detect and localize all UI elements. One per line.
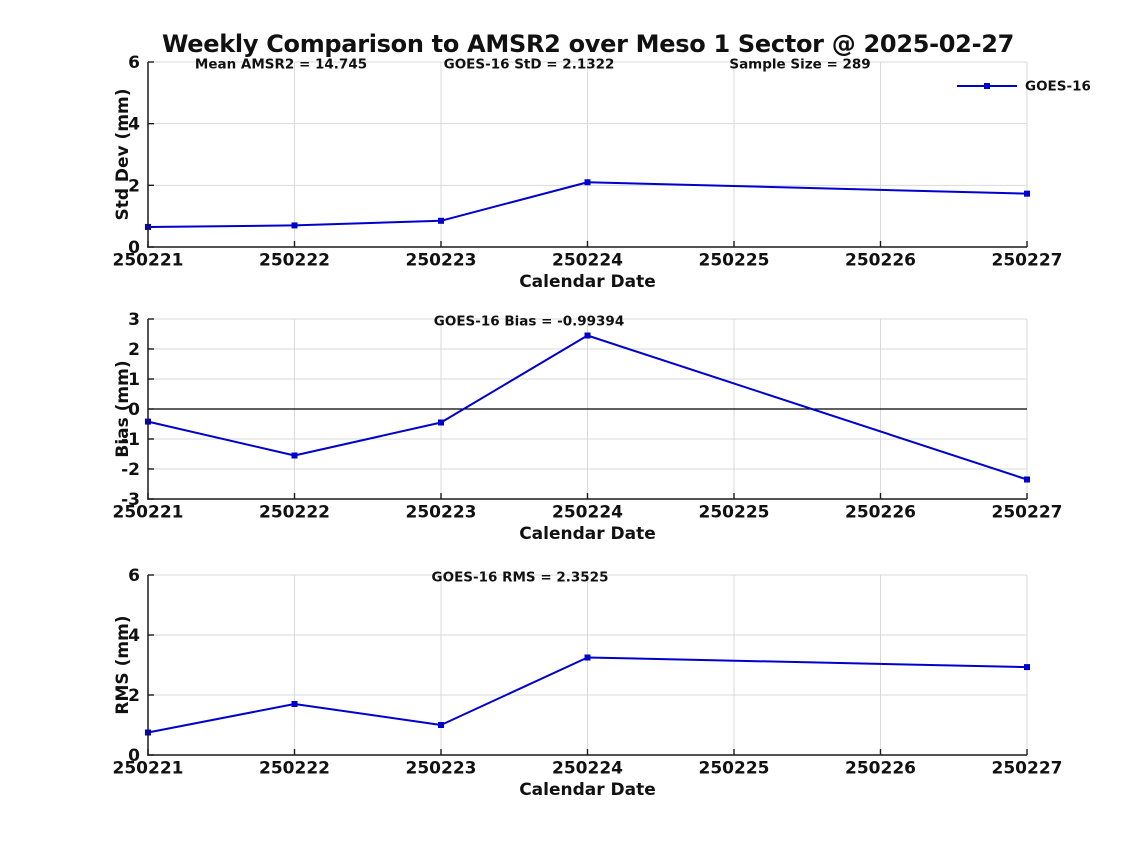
legend-label: GOES-16 [1025,79,1091,95]
y-tick-label: -2 [121,460,140,480]
x-tick-label: 250224 [552,759,623,779]
chart-annotation: Mean AMSR2 = 14.745 [195,57,367,73]
x-tick-label: 250226 [845,251,916,271]
data-marker [584,654,591,661]
data-marker [1024,664,1030,671]
y-axis-label: Std Dev (mm) [113,88,133,220]
chart-annotation: GOES-16 StD = 2.1322 [444,57,615,73]
data-marker [584,179,591,186]
chart-annotation: GOES-16 Bias = -0.99394 [434,314,624,330]
x-tick-label: 250225 [699,503,770,523]
y-tick-label: 0 [128,400,140,420]
data-marker [438,419,444,426]
data-marker [291,452,298,459]
x-tick-label: 250221 [113,251,184,271]
chart-annotation: Sample Size = 289 [729,57,870,73]
chart-annotation: GOES-16 RMS = 2.3525 [432,570,609,586]
x-tick-label: 250225 [699,759,770,779]
y-axis-label: RMS (mm) [113,615,133,714]
data-marker [291,222,298,229]
x-tick-label: 250224 [552,503,623,523]
y-tick-label: 4 [128,115,140,135]
x-tick-label: 250223 [406,251,477,271]
data-marker [291,701,298,707]
x-tick-label: 250227 [992,759,1063,779]
y-tick-label: 2 [128,176,140,196]
x-tick-label: 250226 [845,503,916,523]
x-tick-label: 250222 [259,759,330,779]
y-tick-label: 2 [128,340,140,360]
data-marker [1024,190,1030,197]
y-tick-label: 3 [128,310,140,330]
data-marker [1024,476,1030,483]
x-axis-label: Calendar Date [519,780,656,800]
y-tick-label: 6 [128,566,140,586]
y-tick-label: 2 [128,686,140,706]
x-tick-label: 250221 [113,759,184,779]
x-tick-label: 250227 [992,251,1063,271]
x-axis-label: Calendar Date [519,272,656,292]
legend-marker-sample [984,83,990,89]
data-marker [584,332,591,339]
x-tick-label: 250222 [259,503,330,523]
y-tick-label: 0 [128,238,140,258]
y-tick-label: 0 [128,746,140,766]
y-tick-label: 6 [128,53,140,73]
x-tick-label: 250221 [113,503,184,523]
x-axis-label: Calendar Date [519,524,656,544]
y-tick-label: 4 [128,626,140,646]
x-tick-label: 250225 [699,251,770,271]
x-tick-label: 250223 [406,759,477,779]
x-tick-label: 250224 [552,251,623,271]
x-tick-label: 250223 [406,503,477,523]
x-tick-label: 250222 [259,251,330,271]
y-tick-label: -3 [121,490,140,510]
y-tick-label: 1 [128,370,140,390]
x-tick-label: 250226 [845,759,916,779]
x-tick-label: 250227 [992,503,1063,523]
page-title: Weekly Comparison to AMSR2 over Meso 1 S… [161,30,1015,58]
data-marker [438,217,444,224]
y-tick-label: -1 [121,430,140,450]
y-axis-label: Bias (mm) [113,360,133,457]
data-marker [438,722,444,728]
